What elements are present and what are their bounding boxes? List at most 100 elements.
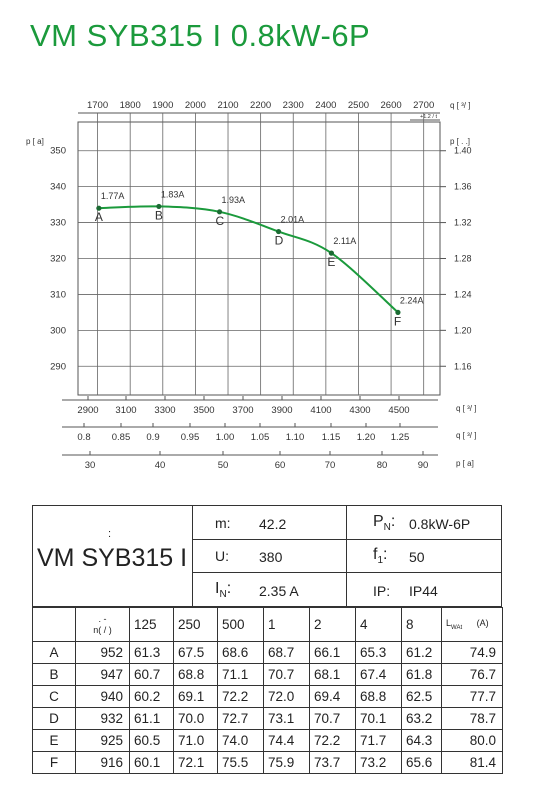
band-value: 71.7 xyxy=(355,729,402,752)
speed-cell: 932 xyxy=(75,707,130,730)
right-axis-tick-label: 1.20 xyxy=(454,325,472,335)
chart-title: VM SYB315 I 0.8kW-6P xyxy=(30,18,371,53)
left-axis-tick-label: 320 xyxy=(50,254,66,265)
left-axis-tick-label: 290 xyxy=(50,361,66,372)
bottom-axis-tick-label: 3500 xyxy=(193,405,214,416)
bottom-axis-tick-label: 0.8 xyxy=(77,432,90,443)
right-axis-tick-label: 1.24 xyxy=(454,289,472,299)
band-value: 67.5 xyxy=(173,641,218,664)
power-label: PN: xyxy=(373,513,396,534)
band-value: 61.8 xyxy=(401,663,442,686)
band-value: 74.4 xyxy=(263,729,310,752)
top-axis-tick-label: 2000 xyxy=(185,100,206,111)
bottom-axis-tick-label: 1.10 xyxy=(286,432,305,443)
band-value: 72.7 xyxy=(217,707,264,730)
curve-point xyxy=(156,203,162,210)
table-row: D 932 61.1 70.0 72.7 73.1 70.7 70.1 63.2 78.7 xyxy=(32,707,503,730)
band-value: 63.2 xyxy=(401,707,442,730)
curve-point xyxy=(275,228,282,235)
spec-panel: : VM SYB315 I m: 42.2 U: 380 IN: 2.35 A … xyxy=(32,505,502,607)
band-header: 250 xyxy=(173,607,218,642)
current-label: IN: xyxy=(215,580,232,601)
table-corner-blank xyxy=(32,607,76,642)
band-value: 68.8 xyxy=(173,663,218,686)
top-axis-tick-label: 1700 xyxy=(87,100,108,111)
bottom-axis-label: q [ ³/ ] xyxy=(456,431,476,440)
bottom-axis-tick-label: 40 xyxy=(155,460,166,471)
right-axis-tick-label: 1.36 xyxy=(454,182,472,192)
ip-value: IP44 xyxy=(409,583,438,599)
right-axis-tick-label: 1.32 xyxy=(454,218,472,228)
table-header-row: . - n( / ) 125 250 500 1 2 4 8 LWAt (A) xyxy=(32,607,503,642)
band-value: 60.7 xyxy=(129,663,174,686)
point-letter-label: B xyxy=(155,208,163,222)
bottom-axis-tick-label: 1.25 xyxy=(391,432,410,443)
left-axis-tick-label: 310 xyxy=(50,289,66,300)
bottom-axis-tick-label: 60 xyxy=(275,460,286,471)
bottom-axis-tick-label: 3900 xyxy=(271,405,292,416)
bottom-axis-tick-label: 80 xyxy=(377,460,388,471)
top-axis-sub-label: +1.2 / t xyxy=(420,114,437,120)
bottom-axis-tick-label: 4500 xyxy=(388,405,409,416)
top-axis-tick-label: 2300 xyxy=(283,100,304,111)
bottom-axis-label: p [ a] xyxy=(456,459,474,468)
right-axis-tick-label: 1.28 xyxy=(454,254,472,264)
mass-value: 42.2 xyxy=(259,516,287,532)
band-value: 61.2 xyxy=(401,641,442,664)
band-header: 125 xyxy=(129,607,174,642)
point-letter-label: D xyxy=(275,234,284,248)
band-header: 2 xyxy=(309,607,356,642)
model-colon: : xyxy=(108,528,112,540)
speed-cell: 925 xyxy=(75,729,130,752)
voltage-label: U: xyxy=(215,548,229,564)
table-row: E 925 60.5 71.0 74.0 74.4 72.2 71.7 64.3 80.0 xyxy=(32,729,503,752)
bottom-axis-tick-label: 30 xyxy=(85,460,96,471)
band-value: 69.1 xyxy=(173,685,218,708)
point-current-label: 1.93A xyxy=(222,195,246,205)
band-value: 61.3 xyxy=(129,641,174,664)
table-row: B 947 60.7 68.8 71.1 70.7 68.1 67.4 61.8 76.7 xyxy=(32,663,503,686)
point-letter-label: A xyxy=(95,210,103,224)
bottom-axis-tick-label: 3100 xyxy=(115,405,136,416)
top-axis-tick-label: 1900 xyxy=(152,100,173,111)
band-value: 65.3 xyxy=(355,641,402,664)
top-axis-tick-label: 2600 xyxy=(381,100,402,111)
bottom-axis-tick-label: 1.05 xyxy=(251,432,270,443)
band-header: 500 xyxy=(217,607,264,642)
left-axis-tick-label: 340 xyxy=(50,182,66,193)
bottom-axis-tick-label: 70 xyxy=(325,460,336,471)
band-value: 72.1 xyxy=(173,751,218,774)
point-current-label: 2.11A xyxy=(333,236,356,246)
band-value: 75.9 xyxy=(263,751,310,774)
ip-label: IP: xyxy=(373,583,391,599)
curve-point xyxy=(328,250,334,256)
speed-cell: 947 xyxy=(75,663,130,686)
spec-divider xyxy=(346,506,347,606)
band-value: 68.6 xyxy=(217,641,264,664)
band-value: 72.2 xyxy=(309,729,356,752)
band-value: 70.1 xyxy=(355,707,402,730)
sound-power-value: 81.4 xyxy=(441,751,503,774)
band-value: 75.5 xyxy=(217,751,264,774)
band-value: 72.0 xyxy=(263,685,310,708)
table-row: C 940 60.2 69.1 72.2 72.0 69.4 68.8 62.5 77.7 xyxy=(32,685,503,708)
frequency-value: 50 xyxy=(409,549,425,565)
band-value: 64.3 xyxy=(401,729,442,752)
band-value: 62.5 xyxy=(401,685,442,708)
point-letter-label: E xyxy=(327,255,335,269)
model-cell: : VM SYB315 I xyxy=(33,506,193,606)
band-value: 73.7 xyxy=(309,751,356,774)
sound-power-header: LWAt (A) xyxy=(441,607,503,642)
point-letter-label: F xyxy=(394,314,401,328)
bottom-axis-tick-label: 3700 xyxy=(232,405,253,416)
bottom-axis-tick-label: 50 xyxy=(218,460,229,471)
speed-cell: 916 xyxy=(75,751,130,774)
speed-cell: 940 xyxy=(75,685,130,708)
bottom-axis-tick-label: 0.9 xyxy=(146,432,159,443)
point-current-label: 2.01A xyxy=(281,215,305,225)
band-value: 71.0 xyxy=(173,729,218,752)
table-row: F 916 60.1 72.1 75.5 75.9 73.7 73.2 65.6 81.4 xyxy=(32,751,503,774)
bottom-axis-tick-label: 1.00 xyxy=(216,432,235,443)
band-value: 67.4 xyxy=(355,663,402,686)
top-axis-tick-label: 1800 xyxy=(120,100,141,111)
